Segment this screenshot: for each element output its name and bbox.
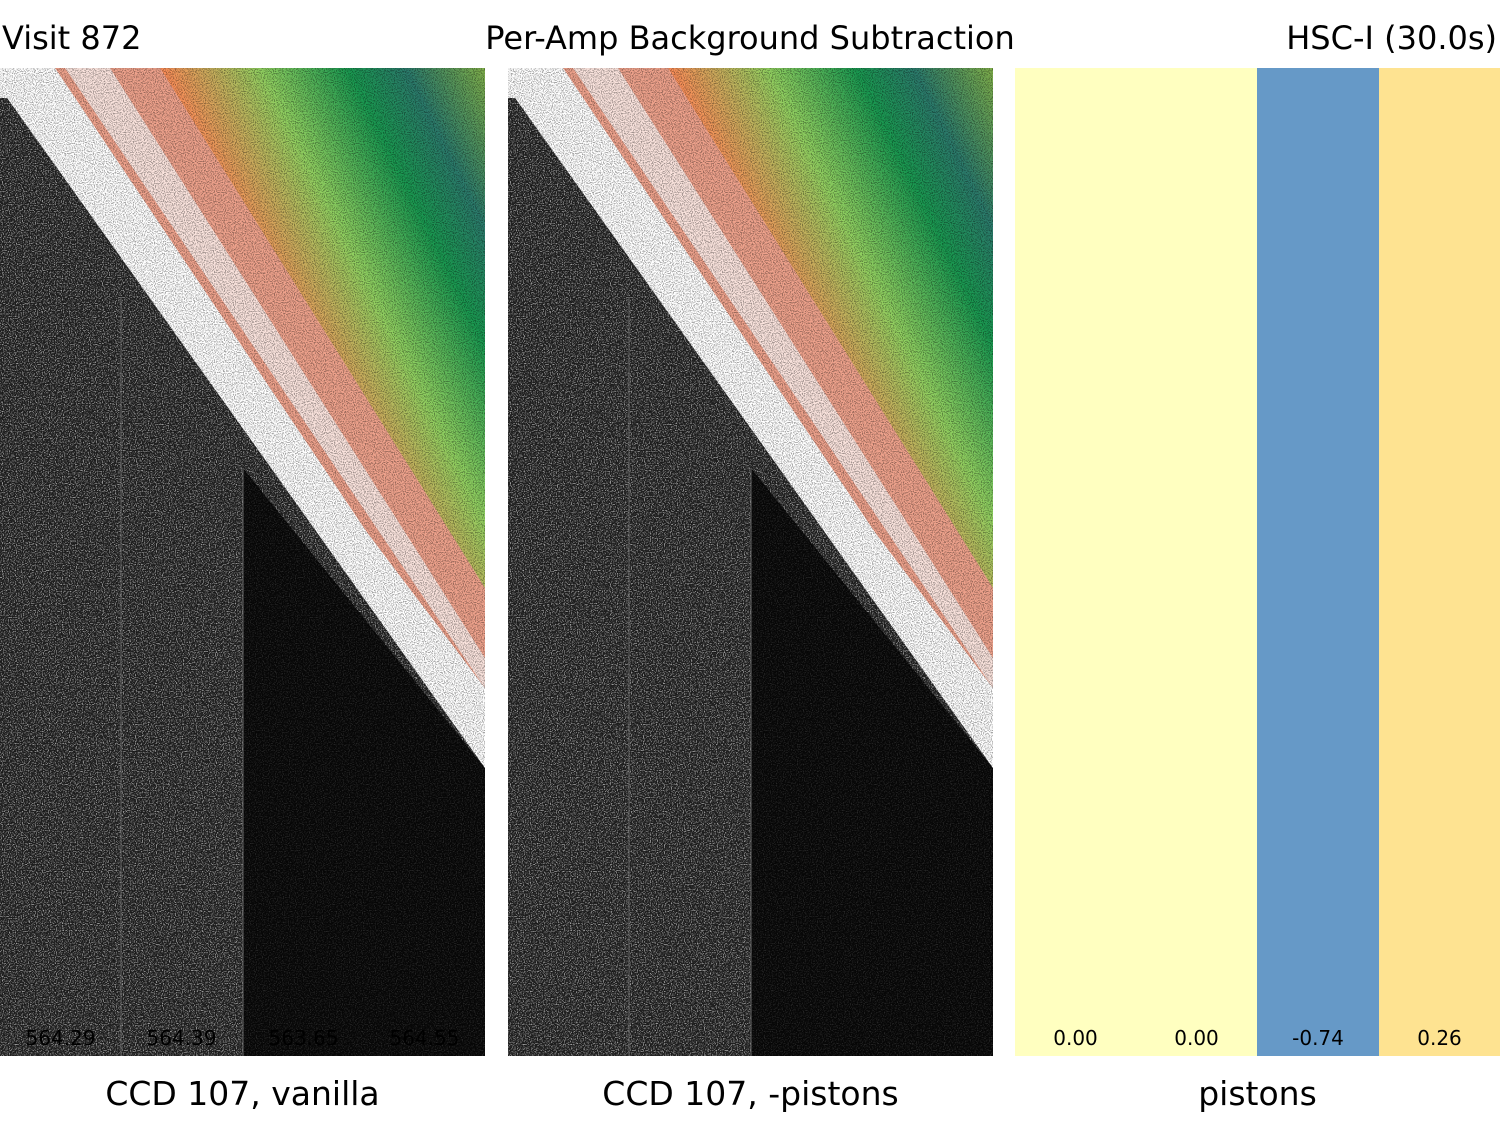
caption-pistons: pistons [1198, 1074, 1317, 1113]
piston-amp-2: 0.00 [1136, 68, 1257, 1056]
amp-value-2: 564.39 [146, 1026, 217, 1050]
pistons-panel: 0.00 0.00 -0.74 0.26 [1015, 68, 1500, 1056]
caption-minus-pistons: CCD 107, -pistons [602, 1074, 899, 1113]
ccd-image-vanilla: 564.29 564.39 563.65 564.55 [0, 68, 485, 1056]
visit-label: Visit 872 [2, 19, 142, 57]
amp-value-3: 563.65 [268, 1026, 339, 1050]
figure-title: Per-Amp Background Subtraction [485, 19, 1015, 57]
piston-value-3: -0.74 [1292, 1026, 1344, 1050]
piston-value-2: 0.00 [1174, 1026, 1219, 1050]
piston-amp-4: 0.26 [1379, 68, 1500, 1056]
caption-vanilla: CCD 107, vanilla [105, 1074, 380, 1113]
piston-value-4: 0.26 [1417, 1026, 1462, 1050]
piston-value-1: 0.00 [1053, 1026, 1098, 1050]
amp-value-4: 564.55 [389, 1026, 460, 1050]
piston-amp-1: 0.00 [1015, 68, 1136, 1056]
ccd-image-minus-pistons [508, 68, 993, 1056]
filter-exposure-label: HSC-I (30.0s) [1286, 19, 1497, 57]
piston-amp-3: -0.74 [1257, 68, 1379, 1056]
amp-value-1: 564.29 [25, 1026, 96, 1050]
